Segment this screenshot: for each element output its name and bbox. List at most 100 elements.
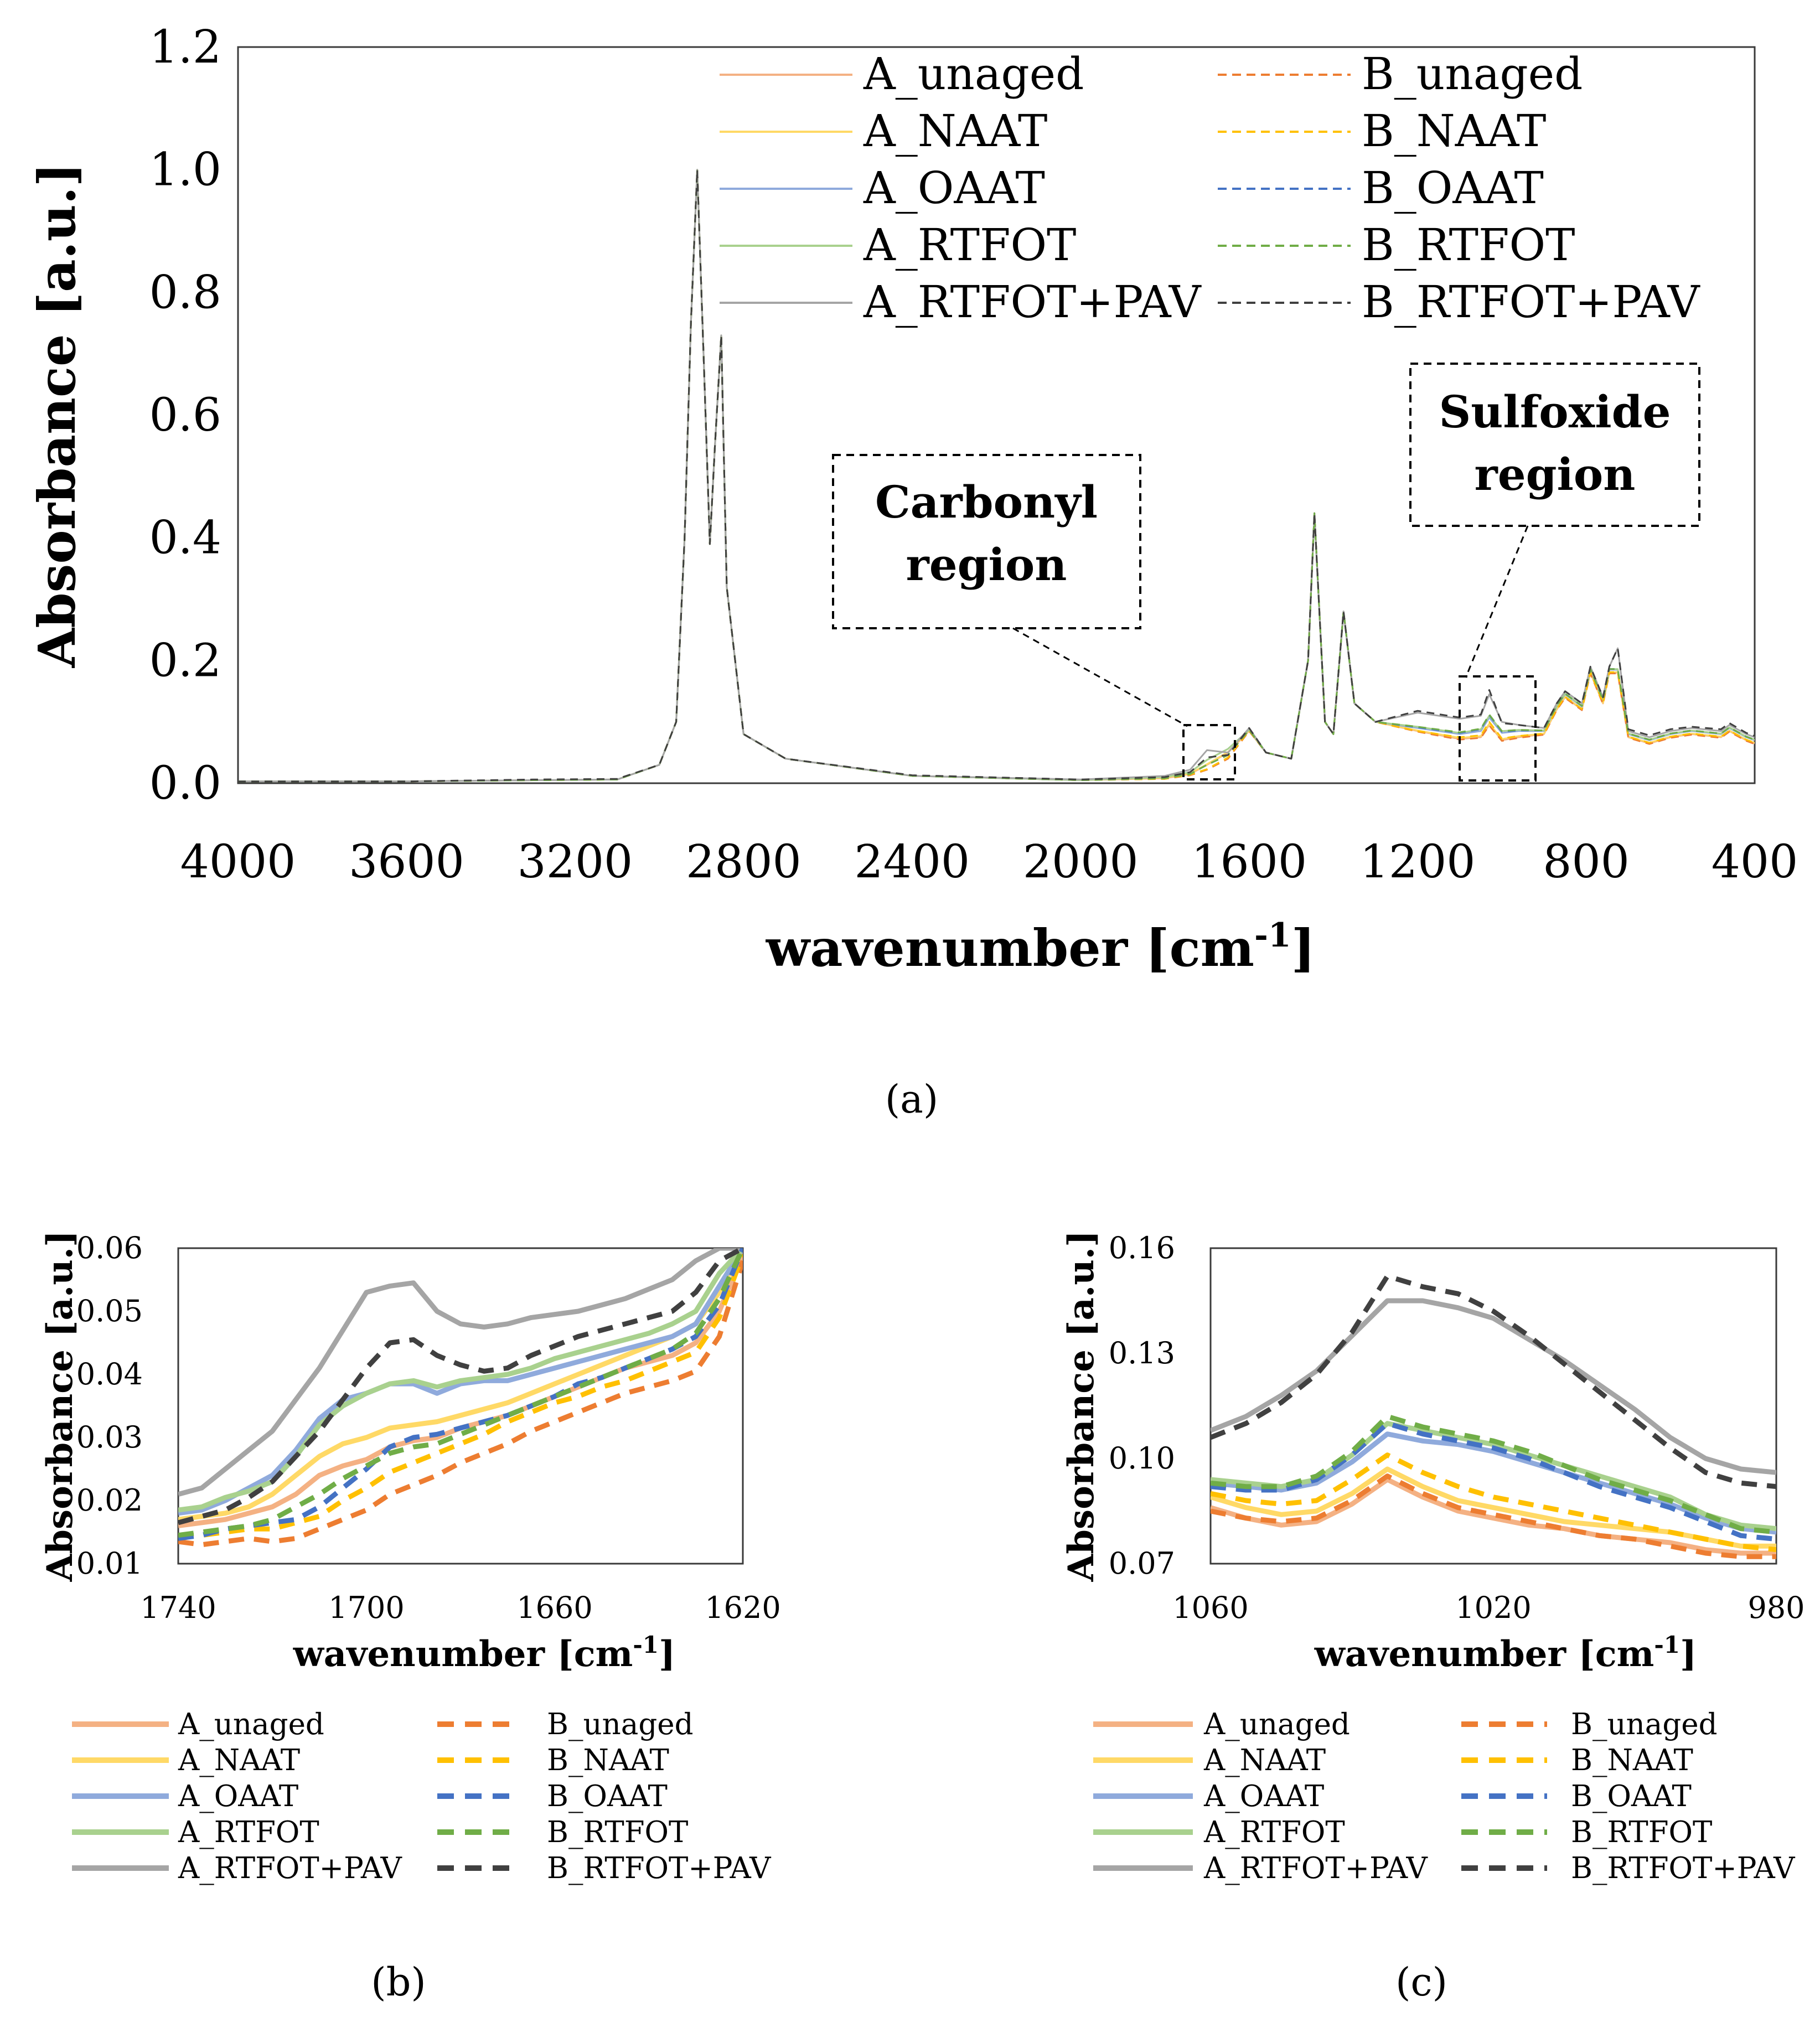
chart-a-ylabel: Absorbance [a.u.] (27, 163, 87, 668)
sulfoxide-annotation: Sulfoxide region (1409, 363, 1700, 782)
panel-b-carbonyl-zoom: 0.01 0.02 0.03 0.04 0.05 0.06 1740 1700 1660 1620… (39, 1230, 781, 1885)
chart-c-legend-label: A_NAAT (1203, 1744, 1326, 1777)
chart-c-legend-label: B_unaged (1571, 1708, 1718, 1741)
chart-a-legend-label: B_RTFOT (1362, 219, 1575, 271)
chart-b-ytick-label: 0.03 (76, 1420, 143, 1455)
chart-c-xlabel-sup: -1 (1654, 1631, 1680, 1658)
chart-a-xlabel-sup: -1 (1254, 916, 1291, 955)
sulfoxide-label-line1: Sulfoxide (1439, 386, 1671, 438)
chart-a-series-group (238, 169, 1755, 783)
chart-c-ytick-label: 0.10 (1109, 1441, 1175, 1476)
chart-b-series-a-oaat (178, 1248, 743, 1516)
chart-c-xlabel-end: ] (1680, 1633, 1697, 1675)
chart-c-legend-label: B_OAAT (1571, 1780, 1692, 1813)
carbonyl-label-line2: region (906, 539, 1067, 591)
chart-a-ytick-label: 1.2 (149, 21, 221, 74)
chart-a-legend-label: B_NAAT (1362, 105, 1546, 157)
chart-b-series-a-rtfot-pav (178, 1248, 743, 1497)
sulfoxide-region-box (1459, 675, 1537, 782)
chart-c-series-b-oaat (1211, 1421, 1776, 1542)
chart-a-xtick-label: 1600 (1191, 836, 1307, 888)
chart-a-legend-label: A_NAAT (863, 105, 1047, 157)
chart-a-xtick-label: 1200 (1360, 836, 1476, 888)
chart-a-legend-label: A_RTFOT+PAV (863, 276, 1202, 328)
chart-a-ytick-label: 0.4 (149, 512, 221, 565)
chart-b-xtick-label: 1620 (705, 1590, 780, 1625)
chart-a-legend-label: A_unaged (863, 48, 1084, 100)
chart-c-series-group (1211, 1274, 1776, 1559)
chart-c-legend-label: A_unaged (1203, 1708, 1350, 1741)
chart-a-xlabel: wavenumber [cm-1] (766, 916, 1315, 978)
chart-c-legend-label: B_RTFOT+PAV (1571, 1851, 1796, 1885)
chart-c-series-a-unaged (1211, 1477, 1776, 1556)
chart-c-ylabel: Absorbance [a.u.] (1061, 1230, 1102, 1582)
chart-b-xlabel-sup: -1 (633, 1631, 659, 1658)
chart-b-xlabel-main: wavenumber [cm (293, 1633, 633, 1675)
chart-c-ytick-label: 0.13 (1109, 1336, 1175, 1370)
chart-c-ytick-label: 0.16 (1109, 1230, 1175, 1265)
chart-a-ytick-label: 0.2 (149, 634, 221, 687)
chart-a-legend-label: B_RTFOT+PAV (1362, 276, 1700, 328)
chart-c-xtick-label: 1020 (1455, 1590, 1531, 1625)
sulfoxide-label-box (1409, 363, 1700, 527)
caption-c: (c) (1395, 1959, 1447, 2005)
chart-b-legend-label: B_RTFOT+PAV (547, 1851, 772, 1885)
chart-a-xtick-label: 2000 (1023, 836, 1139, 888)
chart-c-ytick-label: 0.07 (1109, 1546, 1175, 1581)
chart-c-series-b-rtfot (1211, 1414, 1776, 1535)
chart-c-xtick-label: 980 (1747, 1590, 1805, 1625)
chart-b-xlabel-end: ] (659, 1633, 675, 1675)
chart-a-ytick-label: 1.0 (149, 144, 221, 196)
chart-a-ytick-label: 0.8 (149, 266, 221, 319)
chart-c-series-a-rtfot (1211, 1421, 1776, 1532)
chart-a-legend-label: A_RTFOT (863, 219, 1076, 271)
chart-b-ylabel: Absorbance [a.u.] (39, 1230, 81, 1582)
chart-a-xtick-label: 3600 (349, 836, 464, 888)
chart-c-xtick-label: 1060 (1172, 1590, 1248, 1625)
chart-b-ytick-label: 0.06 (76, 1230, 143, 1265)
chart-a-ytick-label: 0.0 (149, 757, 221, 810)
chart-b-series-b-oaat (178, 1248, 743, 1541)
chart-b-xtick-label: 1660 (516, 1590, 592, 1625)
chart-b-legend-label: A_OAAT (178, 1780, 298, 1813)
chart-a-xtick-label: 3200 (518, 836, 633, 888)
chart-c-series-b-unaged (1211, 1473, 1776, 1559)
chart-b-legend-label: B_OAAT (547, 1780, 668, 1813)
chart-c-legend-label: A_RTFOT+PAV (1203, 1851, 1429, 1885)
carbonyl-label-box (832, 454, 1141, 629)
chart-b-legend-label: A_RTFOT (178, 1816, 319, 1849)
chart-a-xtick-label: 800 (1543, 836, 1630, 888)
caption-a: (a) (885, 1077, 938, 1122)
chart-a-legend-label: A_OAAT (863, 162, 1045, 214)
chart-b-xtick-label: 1740 (140, 1590, 216, 1625)
chart-c-legend-label: B_RTFOT (1571, 1816, 1712, 1849)
chart-a-ytick-label: 0.6 (149, 389, 221, 442)
chart-c-xlabel-main: wavenumber [cm (1314, 1633, 1654, 1675)
chart-b-series-a-naat (178, 1248, 743, 1522)
chart-b-xtick-label: 1700 (328, 1590, 404, 1625)
chart-b-series-b-rtfot-pav (178, 1248, 743, 1525)
chart-a-legend-label: B_OAAT (1362, 162, 1544, 214)
chart-c-legend-label: B_NAAT (1571, 1744, 1693, 1777)
chart-c-legend-label: A_RTFOT (1203, 1816, 1345, 1849)
chart-b-legend-label: A_RTFOT+PAV (178, 1851, 403, 1885)
chart-b-legend-label: B_RTFOT (547, 1816, 688, 1849)
sulfoxide-leader-line (1465, 525, 1529, 678)
chart-a-legend-label: B_unaged (1362, 48, 1583, 100)
chart-a-series-b-rtfot-pav (238, 169, 1755, 783)
chart-b-ytick-label: 0.02 (76, 1483, 143, 1518)
chart-b-legend-label: A_NAAT (178, 1744, 300, 1777)
chart-c-xlabel: wavenumber [cm-1] (1314, 1631, 1697, 1675)
chart-b-legend-label: B_NAAT (547, 1744, 669, 1777)
chart-c-series-b-rtfot-pav (1211, 1274, 1776, 1490)
chart-b-ytick-label: 0.01 (76, 1546, 143, 1581)
chart-a-xtick-label: 2800 (686, 836, 802, 888)
chart-b-legend-label: A_unaged (178, 1708, 324, 1741)
chart-b-series-group (178, 1248, 743, 1548)
chart-c-series-b-naat (1211, 1452, 1776, 1553)
chart-b-plot-frame (177, 1247, 744, 1565)
